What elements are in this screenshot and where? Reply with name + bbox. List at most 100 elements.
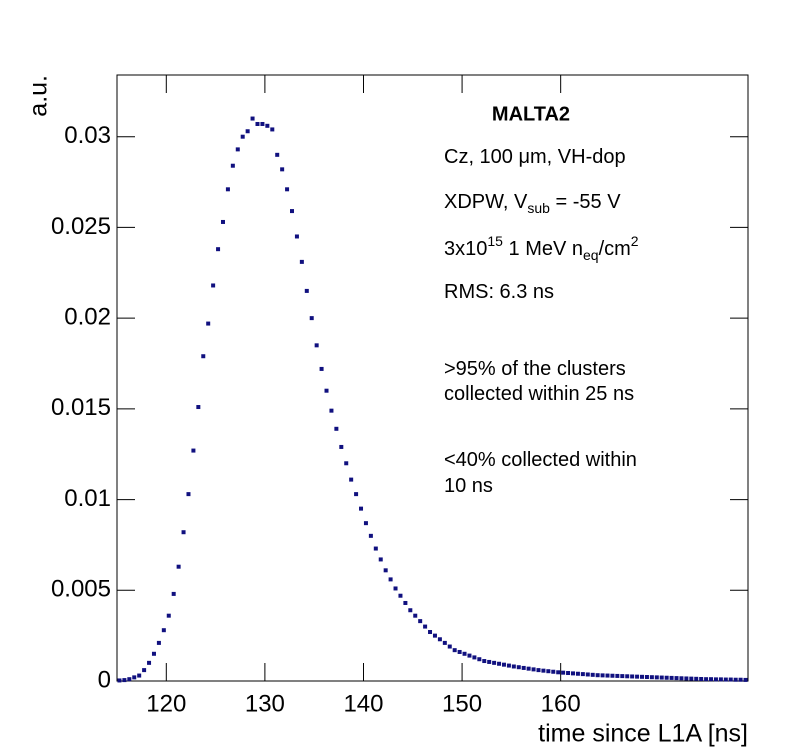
data-point [240, 134, 245, 139]
data-point [472, 655, 477, 660]
data-point [363, 521, 368, 526]
data-point [398, 593, 403, 598]
data-point [156, 640, 161, 645]
x-tick-label: 120 [146, 690, 186, 717]
data-point [161, 628, 166, 633]
data-point [142, 668, 147, 673]
data-point [418, 619, 423, 624]
data-point [506, 663, 511, 668]
y-tick-label: 0.03 [64, 122, 111, 149]
x-tick-label: 130 [245, 690, 285, 717]
data-point [467, 653, 472, 658]
data-point [309, 316, 314, 321]
y-tick-label: 0.005 [51, 576, 111, 603]
data-point [452, 648, 457, 653]
data-point [349, 477, 354, 482]
annotation: collected within 25 ns [444, 383, 634, 405]
annotation-part: eq [583, 247, 599, 263]
annotation-part: >95% of the clusters [444, 358, 626, 380]
annotation-part: <40% collected within [444, 449, 637, 471]
data-point [699, 677, 704, 682]
data-point [595, 673, 600, 678]
data-point [541, 668, 546, 673]
data-point [186, 492, 191, 497]
x-axis-title: time since L1A [ns] [538, 720, 748, 748]
annotation: >95% of the clusters [444, 358, 626, 380]
data-point [166, 613, 171, 618]
data-point [304, 288, 309, 293]
y-axis-title: a.u. [25, 75, 53, 117]
data-point [536, 668, 541, 673]
data-point [733, 677, 738, 682]
annotation-part: = -55 V [550, 191, 621, 213]
annotation: Cz, 100 μm, VH-dop [444, 146, 626, 168]
data-point [649, 675, 654, 680]
data-point [117, 678, 122, 683]
data-point [570, 671, 575, 676]
y-tick-label: 0.025 [51, 213, 111, 240]
data-point [457, 649, 462, 654]
data-point [413, 613, 418, 618]
data-point [437, 637, 442, 642]
data-point [521, 665, 526, 670]
data-point [275, 152, 280, 157]
annotation-part: XDPW, V [444, 191, 528, 213]
annotation: 3x1015 1 MeV neq/cm2 [444, 233, 639, 263]
data-point [669, 675, 674, 680]
x-tick-label: 150 [442, 690, 482, 717]
data-point [501, 662, 506, 667]
y-tick-label: 0.01 [64, 485, 111, 512]
data-point [511, 664, 516, 669]
data-point [388, 577, 393, 582]
data-point [615, 673, 620, 678]
data-point [428, 630, 433, 635]
data-point [556, 670, 561, 675]
data-point [403, 600, 408, 605]
y-tick-label: 0 [98, 666, 111, 693]
data-point [738, 677, 743, 682]
data-point [704, 677, 709, 682]
data-point [285, 187, 290, 192]
annotation-part: RMS: 6.3 ns [444, 281, 554, 303]
annotation-part: 10 ns [444, 475, 493, 497]
data-point [640, 674, 645, 679]
data-point [654, 675, 659, 680]
data-point [625, 674, 630, 679]
data-point [191, 448, 196, 453]
data-point [151, 651, 156, 656]
data-point [679, 676, 684, 681]
data-point [487, 659, 492, 664]
data-point [344, 461, 349, 466]
annotation-part: Cz, 100 μm, VH-dop [444, 146, 626, 168]
data-point [319, 366, 324, 371]
annotation-part: sub [527, 200, 550, 216]
annotation: XDPW, Vsub = -55 V [444, 191, 621, 215]
y-tick-label: 0.02 [64, 303, 111, 330]
data-point [477, 657, 482, 662]
data-point [280, 167, 285, 172]
data-point [373, 546, 378, 551]
data-point [122, 678, 127, 683]
annotation-part: 1 MeV n [503, 238, 583, 260]
data-point [423, 624, 428, 629]
data-point [585, 672, 590, 677]
data-point [181, 530, 186, 535]
data-point [206, 321, 211, 326]
annotation-part: 15 [487, 233, 503, 249]
data-point [684, 676, 689, 681]
data-point [383, 568, 388, 573]
data-point [137, 673, 142, 678]
annotation-title: MALTA2 [492, 103, 570, 125]
data-point [526, 666, 531, 671]
x-tick-label: 140 [343, 690, 383, 717]
annotation: RMS: 6.3 ns [444, 281, 554, 303]
data-point [620, 674, 625, 679]
data-point [610, 673, 615, 678]
data-point [354, 492, 359, 497]
y-tick-label: 0.015 [51, 394, 111, 421]
data-point [546, 669, 551, 674]
data-point [265, 123, 270, 128]
data-point [713, 677, 718, 682]
data-point [580, 672, 585, 677]
data-point [561, 670, 566, 675]
